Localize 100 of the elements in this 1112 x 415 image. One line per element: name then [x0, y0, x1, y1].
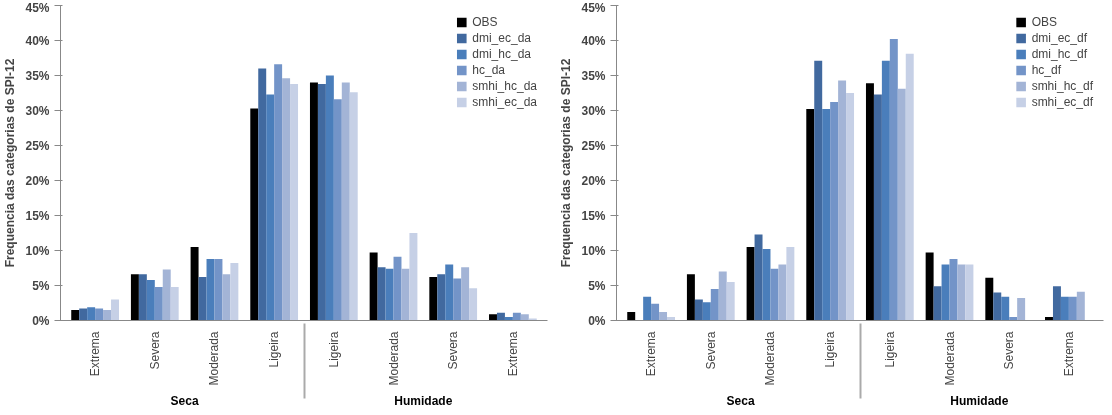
- bar: [401, 268, 410, 321]
- bar: [1060, 296, 1069, 321]
- y-tick-label: 35%: [25, 68, 50, 83]
- bar: [130, 274, 139, 321]
- legend-label: OBS: [472, 15, 498, 29]
- x-tick-label: Extrema: [644, 331, 659, 377]
- bar: [162, 269, 171, 321]
- y-tick-label: 5%: [588, 278, 606, 293]
- bar: [838, 80, 847, 321]
- bar: [146, 279, 155, 321]
- bar: [170, 286, 179, 321]
- bar: [528, 318, 537, 321]
- legend-label: smhi_ec_df: [1031, 95, 1093, 109]
- text: Seca: [170, 393, 199, 408]
- bar: [325, 75, 334, 321]
- y-tick-label: 45%: [25, 0, 50, 15]
- bar: [87, 307, 96, 321]
- legend-label: smhi_hc_df: [1031, 79, 1093, 93]
- x-tick-label: Severa: [1002, 331, 1017, 370]
- bar: [925, 252, 934, 321]
- bar: [694, 299, 703, 321]
- bar: [873, 94, 882, 321]
- y-tick-label: 15%: [25, 208, 50, 223]
- text: Humidade: [394, 393, 453, 408]
- bar: [941, 264, 950, 321]
- bar: [985, 277, 994, 321]
- bar: [846, 93, 855, 321]
- x-tick-label: Moderada: [386, 331, 401, 386]
- bar: [786, 247, 795, 321]
- legend-label: dmi_hc_df: [1031, 47, 1087, 61]
- legend-label: smhi_hc_da: [472, 79, 537, 93]
- bar: [957, 264, 966, 321]
- bar: [154, 286, 163, 321]
- bar: [965, 264, 974, 321]
- bar: [686, 274, 695, 321]
- bar: [814, 60, 823, 321]
- bar: [905, 53, 914, 321]
- bar: [496, 312, 505, 321]
- bar: [830, 102, 839, 321]
- y-tick-label: 40%: [581, 33, 606, 48]
- bar: [333, 99, 342, 321]
- y-tick-label: 30%: [25, 103, 50, 118]
- bar: [651, 303, 660, 321]
- bar: [469, 288, 478, 321]
- bar: [806, 109, 815, 321]
- y-axis-title: Frequencia das categorias de SPI-12: [3, 58, 18, 268]
- bar: [266, 94, 275, 321]
- bar: [897, 88, 906, 321]
- bar: [111, 299, 119, 321]
- legend-label: hc_df: [1031, 63, 1061, 77]
- bar: [1052, 286, 1061, 321]
- x-tick-label: Severa: [446, 331, 461, 370]
- bar: [214, 258, 223, 321]
- bar: [889, 39, 898, 321]
- x-tick-label: Extrema: [88, 331, 103, 377]
- bar: [754, 234, 763, 321]
- x-tick-label: Ligeira: [326, 331, 341, 368]
- bar: [198, 277, 207, 321]
- bar: [230, 263, 239, 321]
- y-tick-label: 15%: [581, 208, 606, 223]
- y-tick-label: 25%: [25, 138, 50, 153]
- bar: [461, 267, 470, 321]
- bar: [385, 268, 394, 321]
- bar: [349, 92, 358, 321]
- bar: [1068, 296, 1077, 321]
- bar: [250, 108, 259, 321]
- bar: [71, 310, 80, 321]
- bar: [103, 310, 112, 321]
- bar: [190, 247, 199, 321]
- bar: [309, 82, 318, 321]
- bar: [258, 68, 267, 321]
- bar: [369, 252, 378, 321]
- y-tick-label: 35%: [581, 68, 606, 83]
- x-tick-label: Moderada: [763, 331, 778, 386]
- bar: [627, 312, 636, 321]
- bar: [1017, 298, 1026, 321]
- bar: [770, 268, 779, 321]
- x-tick-label: Extrema: [505, 331, 520, 377]
- legend-label: OBS: [1031, 15, 1057, 29]
- x-tick-label: Ligeira: [882, 331, 897, 368]
- bar: [445, 264, 454, 321]
- bar: [429, 277, 438, 321]
- legend-label: smhi_ec_da: [472, 95, 537, 109]
- bar: [95, 308, 104, 321]
- y-tick-label: 5%: [32, 278, 50, 293]
- bar: [520, 314, 529, 321]
- y-tick-label: 25%: [581, 138, 606, 153]
- bar: [138, 274, 147, 321]
- x-tick-label: Moderada: [942, 331, 957, 386]
- x-tick-label: Severa: [703, 331, 718, 370]
- bar: [643, 296, 652, 321]
- bar: [865, 83, 874, 321]
- bar: [778, 264, 787, 321]
- bar: [718, 271, 727, 321]
- bar: [377, 267, 386, 321]
- legend-label: dmi_ec_da: [472, 31, 531, 45]
- y-tick-label: 45%: [581, 0, 606, 15]
- legend-label: dmi_ec_df: [1031, 31, 1087, 45]
- bar: [222, 274, 231, 321]
- bar: [1076, 291, 1085, 321]
